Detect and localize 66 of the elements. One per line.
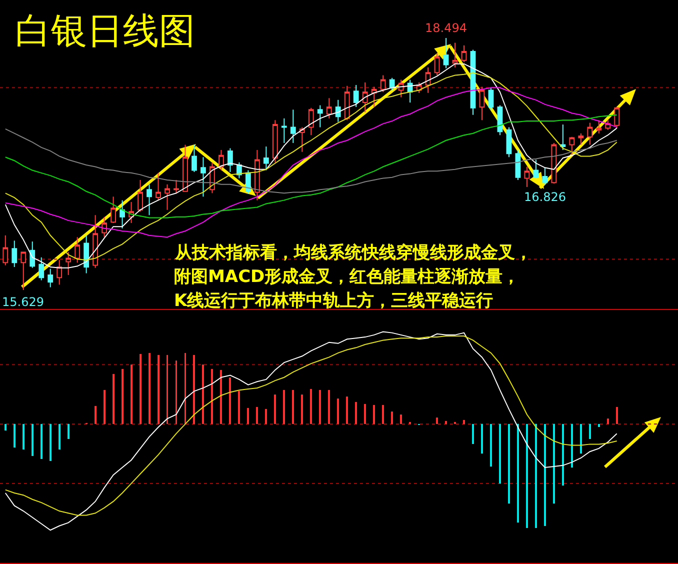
candlestick	[461, 44, 467, 63]
candlestick	[560, 124, 566, 151]
candlestick	[551, 142, 557, 184]
annotation: 18.494	[425, 21, 467, 35]
candlestick	[326, 98, 332, 119]
annotation: 从技术指标看，均线系统快线穿慢线形成金叉，	[174, 243, 532, 263]
candlestick	[38, 256, 44, 281]
annotation: 16.826	[524, 190, 566, 204]
candlestick	[452, 42, 458, 68]
candlestick	[362, 82, 368, 113]
annotation: 15.629	[2, 295, 44, 309]
candlestick	[380, 74, 386, 93]
candlestick	[524, 166, 530, 188]
candlestick	[74, 236, 80, 264]
candlestick	[290, 109, 296, 144]
text: K线运行于布林带中轨上方，三线平稳运行	[174, 291, 494, 311]
candlestick	[479, 86, 485, 121]
candlestick	[245, 170, 251, 195]
candlestick	[281, 118, 287, 144]
candlestick	[156, 172, 161, 201]
candlestick	[102, 216, 108, 238]
candlestick	[317, 104, 323, 128]
candlestick	[263, 146, 269, 171]
candlestick	[605, 120, 611, 130]
candlestick	[66, 252, 72, 276]
candlestick	[174, 179, 179, 194]
candlestick	[389, 77, 395, 91]
candlestick	[84, 234, 90, 274]
candlestick	[344, 85, 350, 121]
candlestick	[443, 38, 449, 69]
candlestick	[587, 122, 593, 146]
candlestick	[569, 136, 575, 156]
candlestick	[138, 179, 143, 212]
chart-title: 白银日线图	[15, 11, 195, 52]
candlestick	[227, 148, 233, 173]
candlestick	[533, 159, 539, 179]
candlestick	[2, 234, 8, 266]
candlestick	[308, 107, 314, 136]
candlestick	[488, 87, 494, 110]
candlestick	[218, 150, 224, 171]
candlestick	[192, 144, 197, 173]
candlestick	[20, 252, 26, 290]
candlestick	[578, 132, 584, 146]
candlestick	[434, 52, 440, 76]
candlestick	[12, 240, 18, 268]
candlestick	[164, 184, 170, 210]
candlestick	[614, 106, 620, 129]
candlestick	[182, 144, 188, 192]
candlestick	[146, 184, 152, 216]
candlestick	[120, 200, 125, 229]
candlestick	[335, 99, 341, 122]
candlestick	[92, 214, 98, 268]
annotation: 附图MACD形成金叉，红色能量柱逐渐放量，	[174, 267, 520, 287]
candlestick	[200, 156, 206, 198]
candlestick	[272, 120, 278, 163]
candlestick	[110, 196, 116, 224]
candlestick	[542, 167, 548, 186]
candlestick	[48, 268, 54, 288]
candlestick	[506, 126, 512, 158]
candlestick	[398, 79, 404, 98]
candlestick	[254, 150, 260, 201]
candlestick	[56, 260, 62, 286]
candlestick	[371, 86, 377, 108]
candlestick	[596, 120, 602, 134]
candlestick	[353, 84, 359, 108]
candlestick	[515, 150, 521, 180]
